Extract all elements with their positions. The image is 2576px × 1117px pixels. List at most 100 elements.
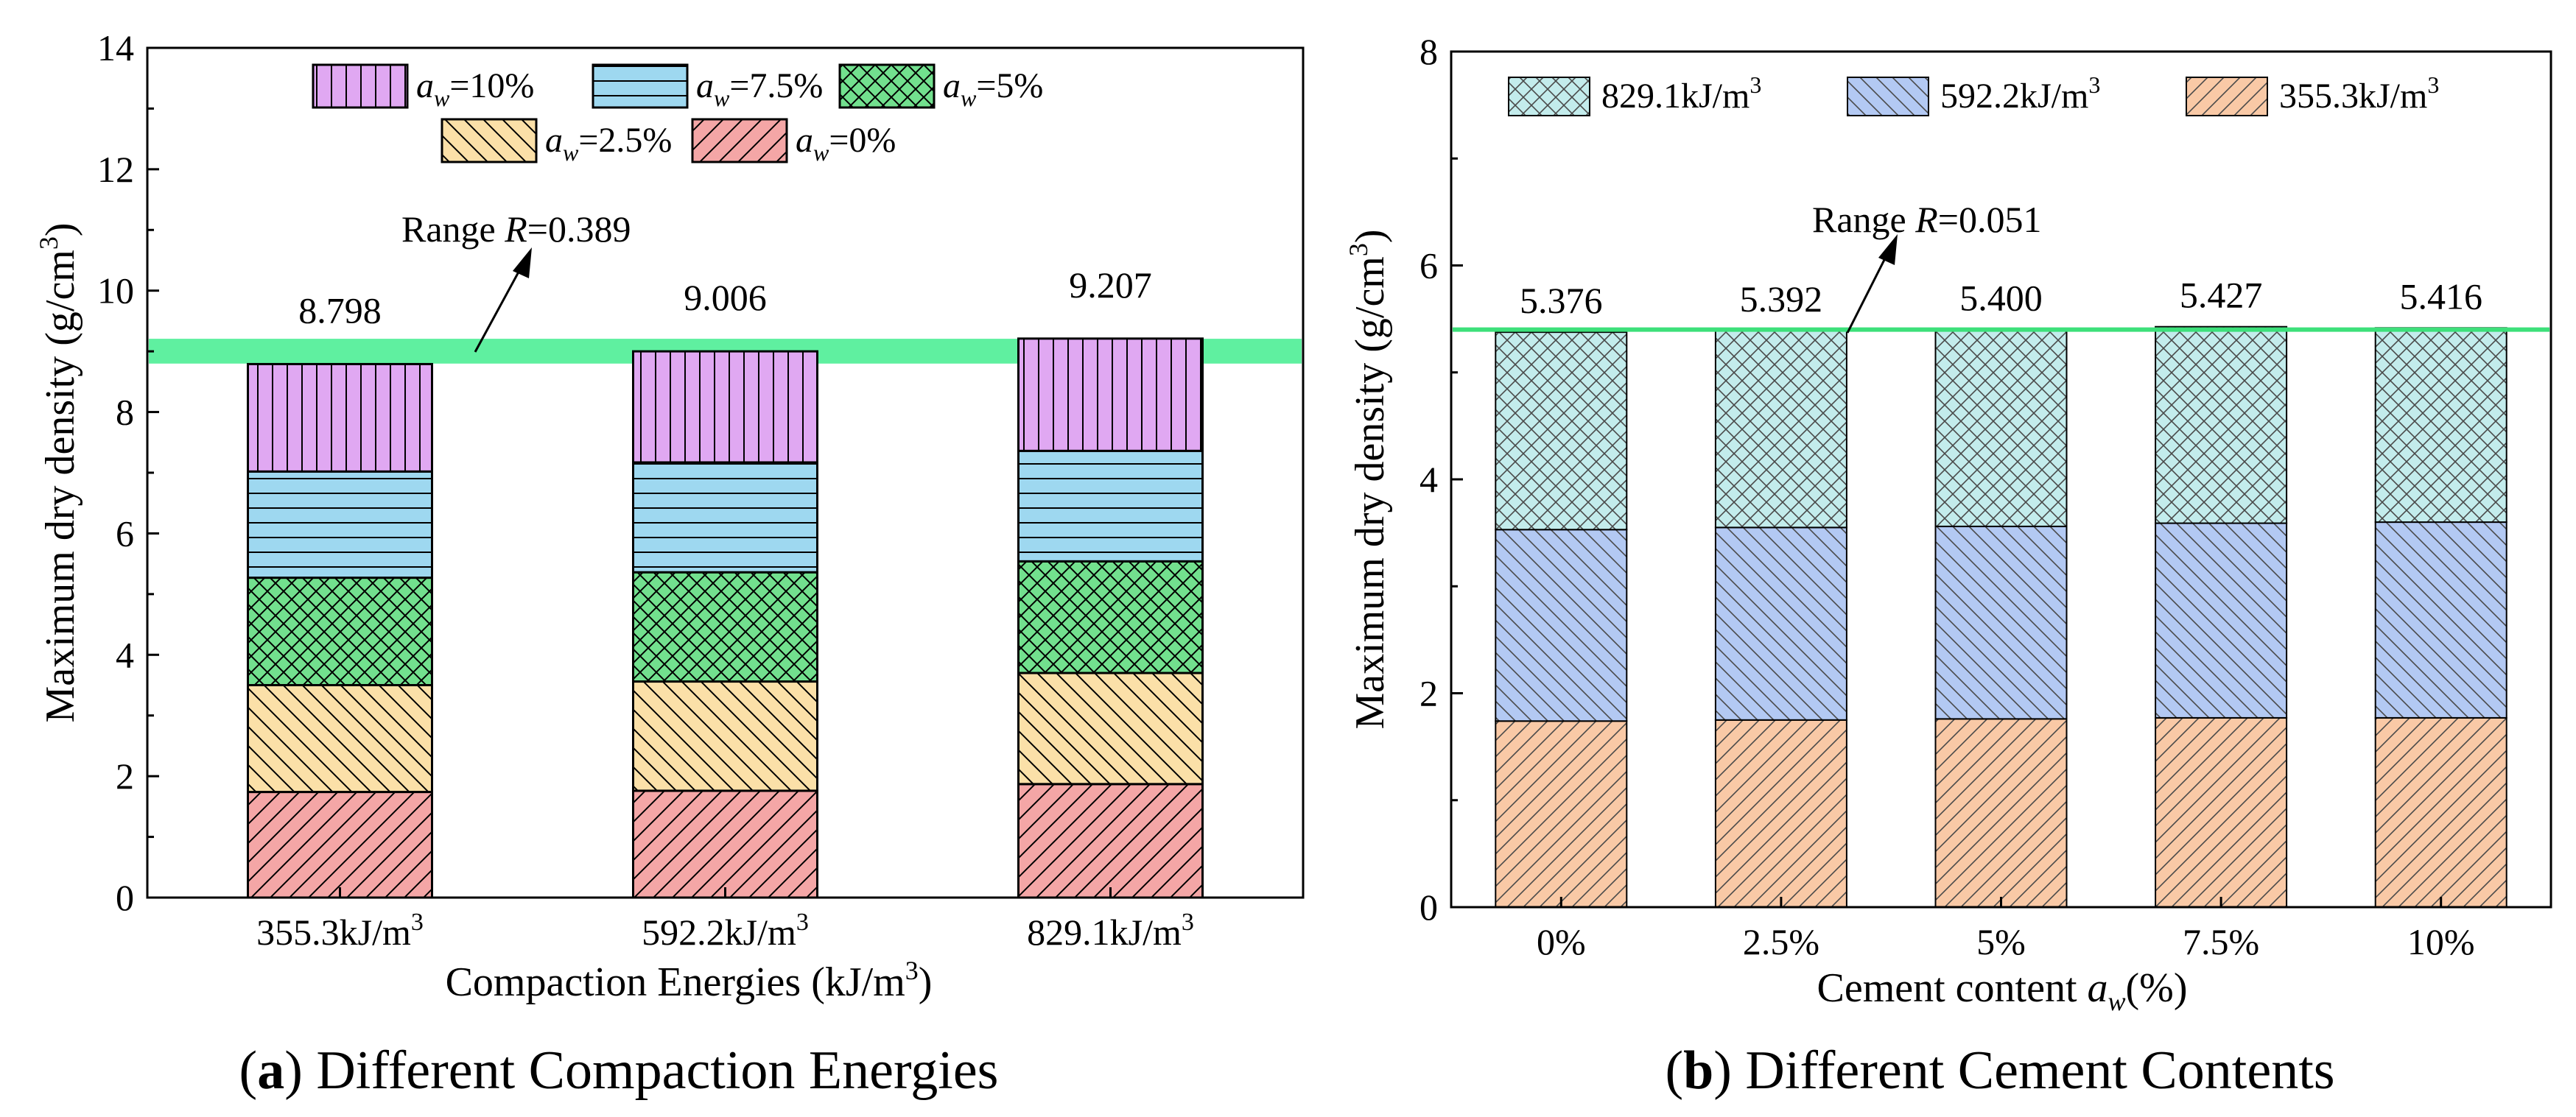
- x-tick-label: 829.1kJ/m3: [1027, 909, 1194, 953]
- bar-total-label: 5.392: [1740, 278, 1823, 320]
- bar-segment: [2374, 327, 2507, 524]
- y-tick-label: 8: [1419, 31, 1438, 72]
- caption-letter: b: [1683, 1040, 1713, 1101]
- range-prefix: Range: [1812, 199, 1915, 240]
- x-tick-label: 355.3kJ/m3: [256, 909, 424, 953]
- y-tick-label: 8: [116, 392, 134, 433]
- caption-text: Different Compaction Energies: [316, 1040, 998, 1101]
- bar-segment: [1017, 783, 1204, 899]
- bar-segment: [632, 789, 818, 899]
- bar-total-label: 9.207: [1069, 264, 1152, 306]
- bar-segment: [1934, 718, 2068, 908]
- bar-total-label: 5.376: [1520, 280, 1603, 321]
- bar-segment: [1714, 719, 1847, 908]
- bar-segment: [2155, 325, 2288, 524]
- superscript: 3: [796, 909, 809, 936]
- bar-segment: [2374, 716, 2507, 908]
- superscript: 3: [411, 909, 424, 936]
- bar-segment: [1017, 449, 1204, 563]
- bar-segment: [1017, 672, 1204, 786]
- bar-segment: [1934, 525, 2068, 720]
- range-value: =0.389: [527, 208, 631, 250]
- legend-swatch: [1847, 77, 1929, 116]
- bar-total-label: 5.416: [2399, 275, 2482, 317]
- range-arrowhead: [513, 247, 532, 278]
- x-tick-label: 5%: [1976, 921, 2026, 962]
- bar-segment: [247, 470, 433, 579]
- bar-segment: [247, 577, 433, 687]
- y-tick-label: 6: [116, 512, 134, 554]
- x-axis-ticks: 355.3kJ/m3 592.2kJ/m3 829.1kJ/m3: [256, 887, 1194, 953]
- range-arrow: [1846, 253, 1889, 334]
- bar-segment: [1017, 337, 1204, 452]
- range-arrow: [474, 266, 523, 353]
- bar-segment: [632, 680, 818, 792]
- x-tick-label: 7.5%: [2183, 921, 2259, 962]
- bar-segment: [247, 362, 433, 473]
- legend-swatch: [592, 63, 689, 109]
- y-axis-ticks: 0 2 4 6 8 10 12 14: [97, 27, 159, 918]
- bar-segment: [632, 571, 818, 683]
- x-tick-label: 592.2kJ/m3: [642, 909, 809, 953]
- bar-segment: [1714, 329, 1847, 529]
- legend-label: aw=10%: [416, 66, 534, 111]
- y-tick-label: 2: [116, 755, 134, 797]
- range-annotation: Range R=0.051: [1812, 199, 2041, 240]
- bar-total-label: 5.427: [2180, 275, 2263, 316]
- x-axis-title: Compaction Energies (kJ/m3): [446, 956, 933, 1005]
- data-labels: 8.798 9.006 9.207: [298, 264, 1152, 331]
- caption-letter: a: [257, 1040, 284, 1101]
- legend: aw=10% aw=7.5% aw=5% aw=2.5% aw=0%: [312, 63, 1043, 166]
- bar-segment: [1495, 529, 1628, 722]
- y-tick-label: 14: [97, 27, 134, 68]
- bar-total-label: 9.006: [684, 277, 767, 318]
- x-tick-label: 2.5%: [1743, 921, 1819, 962]
- superscript: 3: [2088, 71, 2100, 98]
- legend-swatch: [441, 118, 538, 163]
- superscript: 3: [1749, 71, 1761, 98]
- bar-segment: [632, 350, 818, 464]
- legend-swatch: [691, 118, 788, 163]
- y-tick-label: 0: [116, 877, 134, 918]
- bar-segment: [1934, 328, 2068, 527]
- legend-label: aw=7.5%: [696, 66, 823, 111]
- y-axis-title: Maximum dry density (g/cm3): [1344, 229, 1393, 729]
- y-axis-title: Maximum dry density (g/cm3): [34, 222, 83, 722]
- bar-group: [1495, 325, 2507, 909]
- y-axis-ticks: 0 2 4 6 8: [1419, 31, 1463, 928]
- legend-swatch: [2186, 77, 2268, 116]
- bar-group: [247, 337, 1204, 899]
- legend-label: 592.2kJ/m3: [1940, 71, 2100, 116]
- legend-swatch: [1508, 77, 1590, 116]
- bar-segment: [1017, 560, 1204, 674]
- panel-b-chart: 0 2 4 6 8 0% 2.5% 5% 7.5% 10% 5.376 5.392 5.400 5.4…: [1344, 31, 2552, 1101]
- caption-text: Different Cement Contents: [1745, 1040, 2334, 1101]
- y-tick-label: 6: [1419, 245, 1438, 286]
- range-prefix: Range: [401, 208, 505, 250]
- superscript: 3: [1182, 909, 1194, 936]
- caption-a: (a) Different Compaction Energies: [239, 1040, 999, 1101]
- y-tick-label: 4: [1419, 459, 1438, 500]
- bar-segment: [1495, 331, 1628, 531]
- legend: 829.1kJ/m3 592.2kJ/m3 355.3kJ/m3: [1508, 71, 2439, 116]
- bar-segment: [1495, 720, 1628, 909]
- y-tick-label: 10: [97, 270, 134, 311]
- data-labels: 5.376 5.392 5.400 5.427 5.416: [1520, 275, 2482, 321]
- bar-segment: [247, 791, 433, 899]
- bar-segment: [247, 684, 433, 794]
- legend-label: 829.1kJ/m3: [1601, 71, 1761, 116]
- bar-total-label: 5.400: [1959, 278, 2043, 319]
- x-axis-title: Cement content aw(%): [1817, 965, 2188, 1016]
- bar-segment: [2374, 521, 2507, 719]
- range-italic: R: [504, 208, 527, 250]
- x-tick-label: 0%: [1537, 921, 1586, 962]
- superscript: 3: [2427, 71, 2439, 98]
- caption-b: (b) Different Cement Contents: [1665, 1040, 2334, 1101]
- legend-label: aw=5%: [943, 66, 1043, 111]
- legend-label: aw=2.5%: [545, 121, 672, 166]
- y-tick-label: 4: [116, 634, 134, 675]
- x-axis-ticks: 0% 2.5% 5% 7.5% 10%: [1537, 897, 2475, 962]
- y-tick-label: 0: [1419, 887, 1438, 928]
- bar-segment: [1714, 526, 1847, 721]
- bar-total-label: 8.798: [298, 289, 382, 331]
